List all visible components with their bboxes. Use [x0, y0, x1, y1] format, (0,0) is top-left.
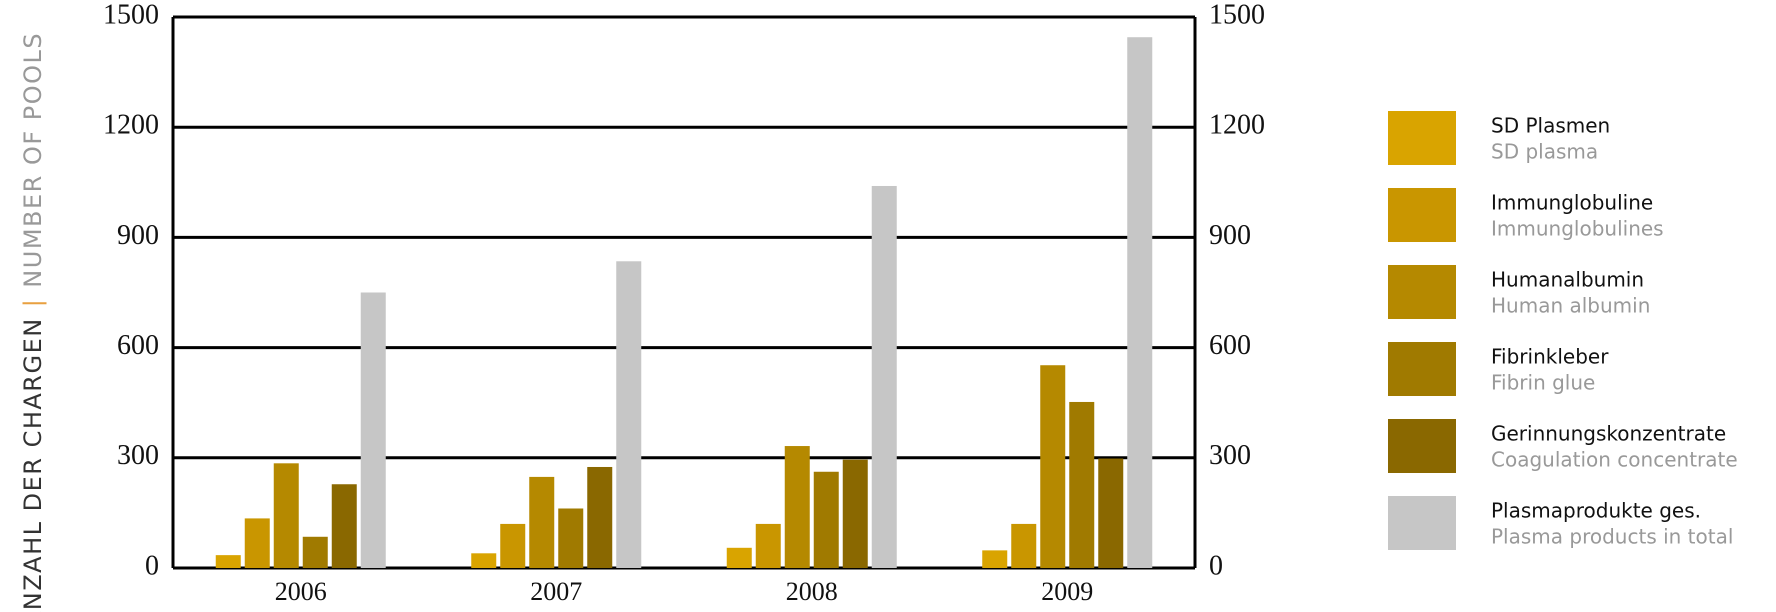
bar	[1069, 401, 1095, 568]
bar	[871, 185, 897, 568]
bar	[1011, 523, 1037, 568]
legend-swatch	[1388, 265, 1456, 319]
y-axis-label: ANZAHL DER CHARGEN | NUMBER OF POOLS	[19, 32, 47, 612]
y-tick-label: 1200	[103, 110, 159, 141]
legend-swatch	[1388, 111, 1456, 165]
bar	[784, 446, 810, 568]
bar	[616, 261, 642, 568]
y2-tick-label: 900	[1209, 220, 1251, 251]
legend-label-en: Coagulation concentrate	[1491, 448, 1738, 472]
y-tick-label: 600	[117, 330, 159, 361]
bar	[1040, 365, 1066, 568]
legend-label: Humanalbumin	[1491, 268, 1644, 292]
bar	[529, 476, 555, 568]
bar	[360, 292, 386, 568]
legend-label: Immunglobuline	[1491, 191, 1653, 215]
bar	[273, 463, 299, 568]
y-axis-label-separator: |	[19, 298, 47, 308]
y-tick-label: 300	[117, 440, 159, 471]
bar	[587, 466, 613, 568]
bar	[558, 508, 584, 568]
bar	[842, 459, 868, 568]
bar	[215, 555, 241, 568]
y2-tick-label: 1500	[1209, 0, 1265, 30]
x-tick-label: 2009	[1041, 577, 1093, 606]
bar	[331, 484, 357, 568]
bar	[726, 547, 752, 568]
y2-tick-label: 0	[1209, 550, 1223, 581]
y2-tick-label: 1200	[1209, 110, 1265, 141]
legend-label-en: Fibrin glue	[1491, 371, 1595, 395]
y-axis-label-de: ANZAHL DER CHARGEN	[19, 317, 47, 612]
legend-label-en: SD plasma	[1491, 140, 1598, 164]
legend-swatch	[1388, 188, 1456, 242]
legend-label-en: Human albumin	[1491, 294, 1650, 318]
y-tick-label: 1500	[103, 0, 159, 30]
y2-tick-label: 600	[1209, 330, 1251, 361]
legend-swatch	[1388, 496, 1456, 550]
bar	[1098, 458, 1124, 568]
bar	[500, 523, 526, 568]
legend-label: Gerinnungskonzentrate	[1491, 422, 1726, 446]
bar	[1127, 37, 1153, 569]
bar	[244, 518, 270, 568]
y2-tick-label: 300	[1209, 440, 1251, 471]
y-axis-label-en: NUMBER OF POOLS	[19, 32, 47, 288]
bar	[755, 523, 781, 568]
legend-label: SD Plasmen	[1491, 114, 1610, 138]
y-tick-label: 900	[117, 220, 159, 251]
legend-label: Plasmaprodukte ges.	[1491, 499, 1701, 523]
legend-label: Fibrinkleber	[1491, 345, 1609, 369]
x-tick-label: 2007	[530, 577, 582, 606]
bar	[982, 550, 1008, 568]
x-tick-label: 2006	[275, 577, 327, 606]
legend-swatch	[1388, 419, 1456, 473]
x-tick-label: 2008	[786, 577, 838, 606]
bar	[302, 536, 328, 568]
y-tick-label: 0	[145, 550, 159, 581]
bar	[471, 553, 497, 568]
legend-swatch	[1388, 342, 1456, 396]
legend-label-en: Immunglobulines	[1491, 217, 1664, 241]
legend-label-en: Plasma products in total	[1491, 525, 1733, 549]
bar	[813, 471, 839, 568]
